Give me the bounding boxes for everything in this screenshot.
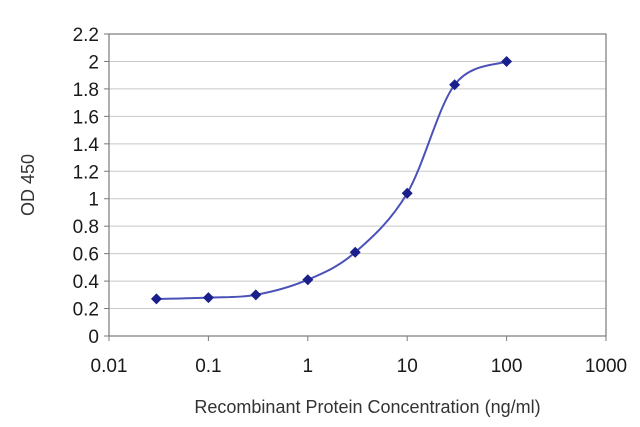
x-tick-label: 1	[303, 356, 314, 377]
y-tick-label: 0	[88, 327, 99, 348]
data-point	[449, 79, 461, 91]
data-point	[150, 293, 162, 305]
data-point	[250, 289, 262, 301]
x-axis: 0.01 0.1 1 10 100 1000	[91, 336, 627, 377]
data-point	[401, 187, 413, 199]
y-tick-label: 0.4	[73, 272, 100, 293]
y-axis: 0 0.2 0.4 0.6 0.8 1 1.2 1.4 1.6 1.8 2 2.2	[73, 25, 109, 348]
y-tick-label: 0.6	[73, 245, 99, 266]
y-tick-label: 1.2	[73, 162, 99, 183]
series-layer	[150, 55, 513, 305]
y-tick-label: 1	[88, 190, 99, 211]
y-tick-label: 0.8	[73, 217, 99, 238]
y-tick-label: 2	[88, 52, 99, 73]
x-axis-title: Recombinant Protein Concentration (ng/ml…	[194, 397, 540, 417]
gridlines	[109, 33, 606, 310]
x-tick-label: 100	[491, 356, 523, 377]
data-point	[202, 292, 214, 304]
data-point	[349, 246, 361, 258]
x-tick-label: 1000	[585, 356, 627, 377]
y-tick-label: 1.4	[73, 135, 100, 156]
data-point	[302, 274, 314, 286]
x-tick-label: 0.1	[195, 356, 221, 377]
y-axis-title: OD 450	[18, 154, 38, 216]
y-tick-label: 2.2	[73, 25, 99, 46]
x-tick-label: 0.01	[91, 356, 128, 377]
data-point	[501, 55, 513, 67]
series-line	[156, 60, 508, 300]
y-tick-label: 1.8	[73, 80, 99, 101]
y-tick-label: 0.2	[73, 300, 99, 321]
y-tick-label: 1.6	[73, 107, 99, 128]
x-tick-label: 10	[397, 356, 418, 377]
plot-area-frame	[108, 33, 607, 337]
